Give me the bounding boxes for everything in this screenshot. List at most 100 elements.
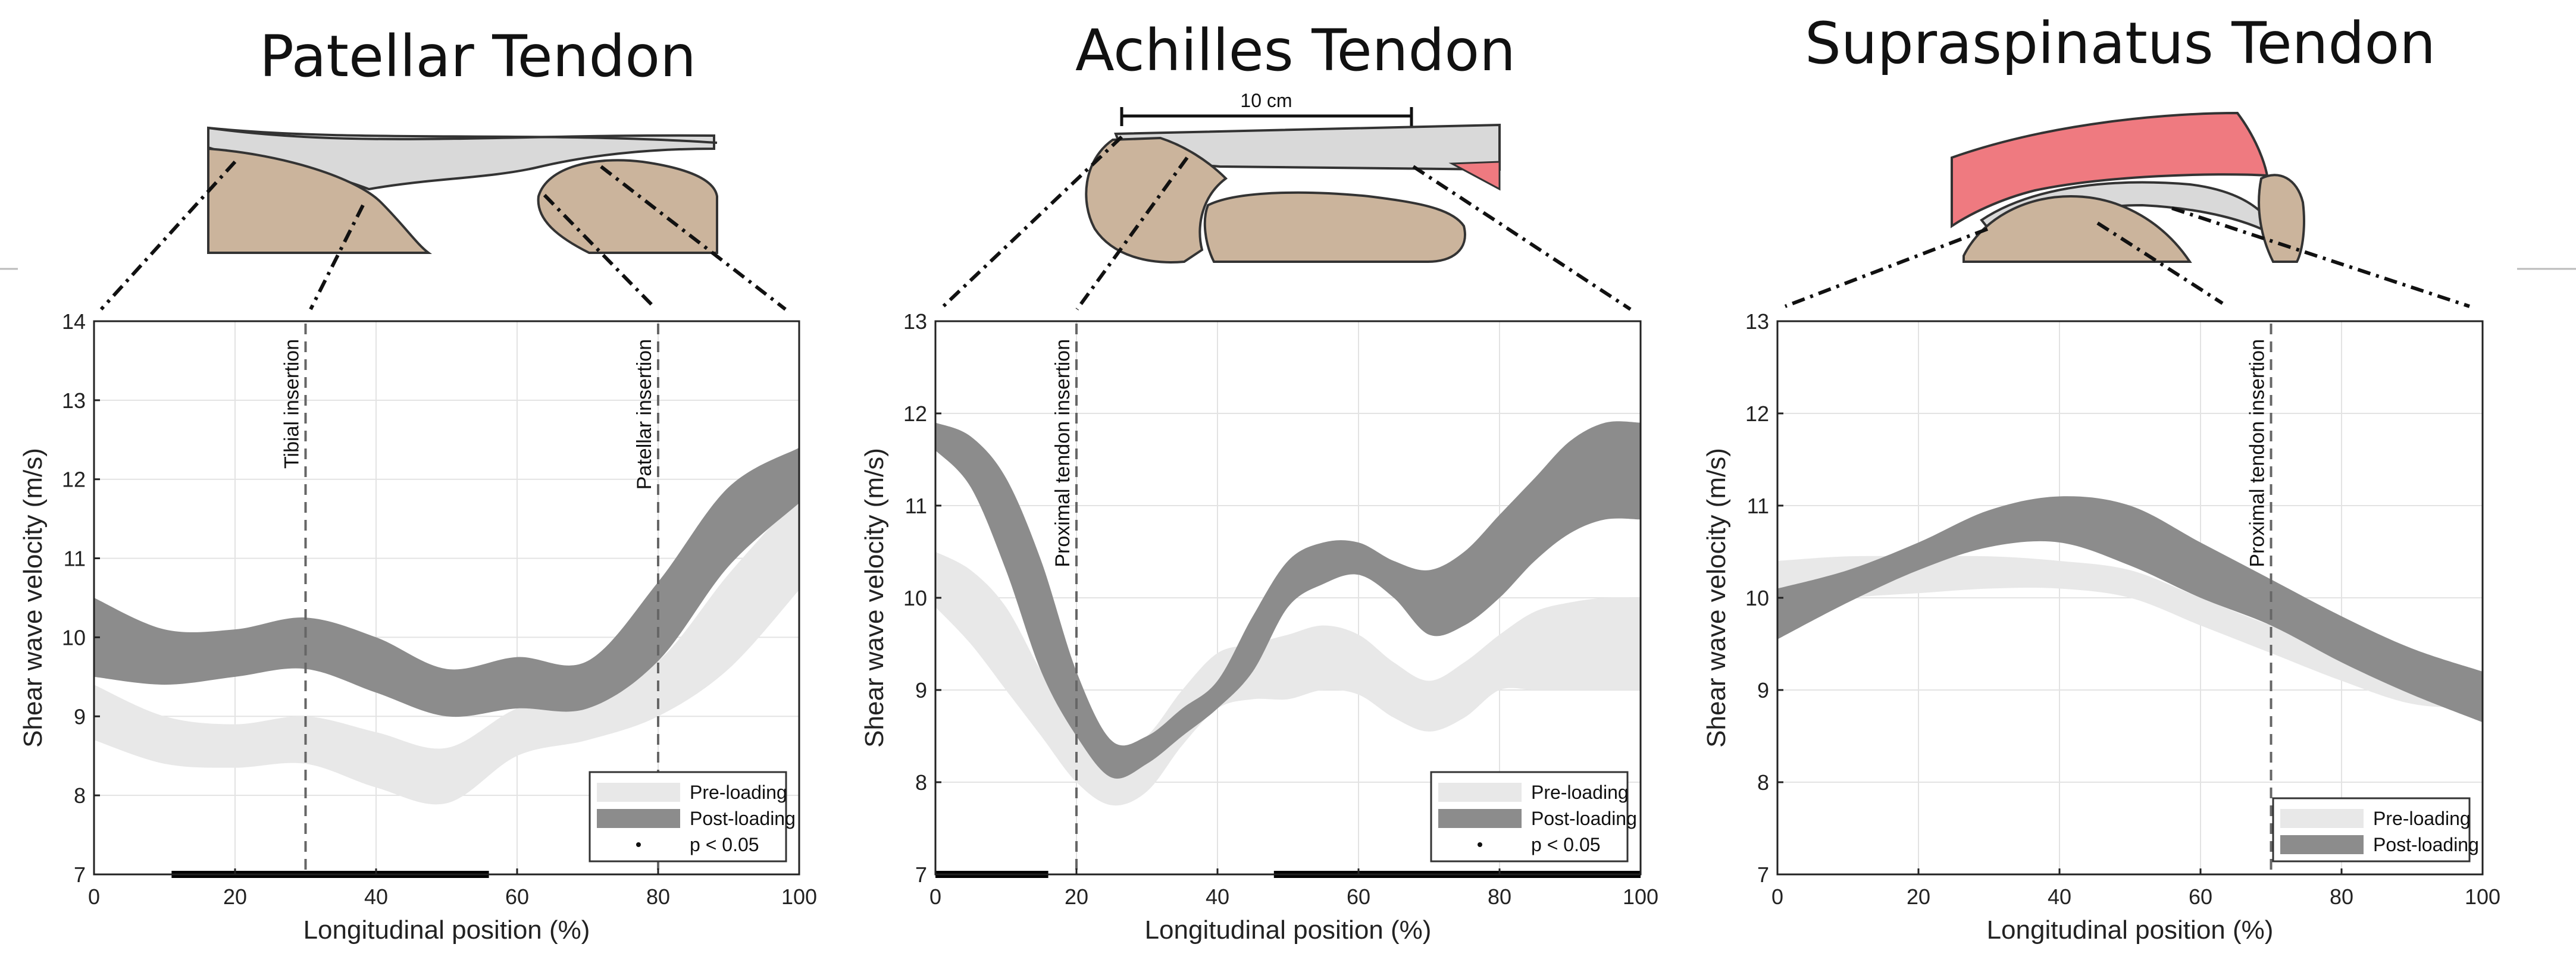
legend-label-significance: p < 0.05 [1531,834,1601,855]
zoom-line-4 [600,165,787,311]
y-tick-label: 9 [1757,678,1769,702]
tibia-bone [207,147,432,254]
zoom-line-1 [1784,227,1989,308]
y-tick-label: 9 [915,678,927,702]
y-axis-ticks: 7 8 9 10 11 12 13 14 [62,309,100,887]
x-tick-label: 100 [781,885,817,909]
x-tick-label: 20 [223,885,247,909]
legend-swatch-pre [2280,809,2364,828]
chart-title-achilles: Achilles Tendon [1075,17,1516,84]
y-tick-label: 10 [903,586,927,610]
zoom-line-1 [938,135,1123,311]
legend-marker-significance [1478,842,1482,847]
y-tick-label: 10 [62,625,86,650]
x-tick-label: 80 [1488,885,1511,909]
x-tick-label: 60 [2189,885,2212,909]
y-tick-label: 10 [1745,586,1769,610]
y-axis-ticks: 7 8 9 10 11 12 13 [1745,309,1783,887]
legend-label-pre: Pre-loading [1531,782,1629,803]
legend-label-pre: Pre-loading [2373,808,2471,829]
chart-panel-patellar: Tibial insertion Patellar insertion 7 8 9 1… [18,309,817,945]
y-tick-label: 7 [1757,862,1769,887]
x-tick-label: 20 [1065,885,1088,909]
legend-marker-significance [636,842,641,847]
x-tick-label: 40 [2048,885,2071,909]
x-axis-label: Longitudinal position (%) [1145,915,1432,945]
legend-label-post: Post-loading [2373,834,2479,855]
y-tick-label: 7 [915,862,927,887]
x-tick-label: 100 [1623,885,1658,909]
patellar-tendon-outline [208,127,718,144]
x-axis-ticks: 0 20 40 60 80 100 [929,868,1658,909]
x-axis-ticks: 0 20 40 60 80 100 [1771,868,2500,909]
y-tick-label: 13 [903,309,927,334]
x-tick-label: 0 [1771,885,1783,909]
pre-loading-band [935,551,1641,806]
chart-title-supraspinatus: Supraspinatus Tendon [1805,10,2436,77]
calf-muscle [1448,161,1501,191]
y-axis-ticks: 7 8 9 10 11 12 13 [903,309,941,887]
chart-panel-supraspinatus: Proximal tendon insertion 7 8 9 10 11 12 13 0 2… [1702,309,2500,945]
patellar-insertion-marker: Patellar insertion [633,324,659,874]
zoom-line-3 [543,193,653,306]
zoom-line-2 [1075,156,1189,310]
zoom-line-3 [2171,206,2470,308]
legend: Pre-loading Post-loading p < 0.05 [1430,771,1637,862]
x-tick-label: 40 [1206,885,1229,909]
legend: Pre-loading Post-loading [2272,797,2479,862]
patellar-insertion-label: Patellar insertion [633,339,656,490]
post-loading-band [935,421,1641,779]
y-tick-label: 7 [74,862,86,887]
plot-frame [93,320,800,876]
legend: Pre-loading Post-loading p < 0.05 [589,771,796,862]
zoom-line-1 [99,160,237,311]
proximal-insertion-marker: Proximal tendon insertion [2246,324,2273,874]
y-tick-label: 11 [1747,494,1769,518]
legend-swatch-pre [1438,783,1522,802]
scale-bar-label: 10 cm [1240,90,1292,111]
legend-label-post: Post-loading [690,808,796,829]
x-axis-label: Longitudinal position (%) [303,915,590,945]
post-loading-band [1777,496,2483,723]
talus-bone [1203,191,1466,263]
y-axis-label: Shear wave velocity (m/s) [1702,448,1731,748]
x-tick-label: 80 [2330,885,2353,909]
y-tick-label: 12 [62,468,86,492]
patella-bone [537,159,718,254]
proximal-insertion-label: Proximal tendon insertion [1051,339,1074,567]
y-tick-label: 13 [1745,309,1769,334]
x-tick-label: 60 [505,885,529,909]
y-tick-label: 11 [905,494,927,518]
pre-loading-band [94,495,799,805]
x-axis-ticks: 0 20 40 60 80 100 [88,868,817,909]
y-tick-label: 12 [1745,402,1769,426]
legend-swatch-pre [597,783,680,802]
chart-panel-achilles: Proximal tendon insertion 7 8 9 10 11 12 13 0 2… [860,309,1658,945]
y-axis-label: Shear wave velocity (m/s) [18,448,48,748]
legend-label-significance: p < 0.05 [690,834,759,855]
y-axis-label: Shear wave velocity (m/s) [860,448,889,748]
legend-swatch-post [2280,835,2364,854]
x-tick-label: 60 [1347,885,1370,909]
y-tick-label: 9 [74,704,86,729]
zoom-line-2 [309,204,365,310]
x-tick-label: 80 [646,885,670,909]
x-tick-label: 20 [1907,885,1930,909]
tibial-insertion-marker: Tibial insertion [281,324,307,874]
x-tick-label: 40 [364,885,388,909]
humeral-head-bone [1962,195,2192,263]
y-tick-label: 8 [74,783,86,808]
calcaneus-bone [1085,136,1228,264]
chart-title-patellar: Patellar Tendon [259,23,696,90]
legend-label-pre: Pre-loading [690,782,787,803]
y-tick-label: 14 [62,309,86,334]
x-tick-label: 0 [929,885,941,909]
y-tick-label: 11 [64,547,86,571]
y-tick-label: 12 [903,402,927,426]
zoom-line-2 [2096,221,2224,305]
tibial-insertion-label: Tibial insertion [281,339,303,469]
x-tick-label: 0 [88,885,100,909]
patellar-anatomy-illustration [99,126,787,311]
supraspinatus-anatomy-illustration [1784,111,2470,308]
